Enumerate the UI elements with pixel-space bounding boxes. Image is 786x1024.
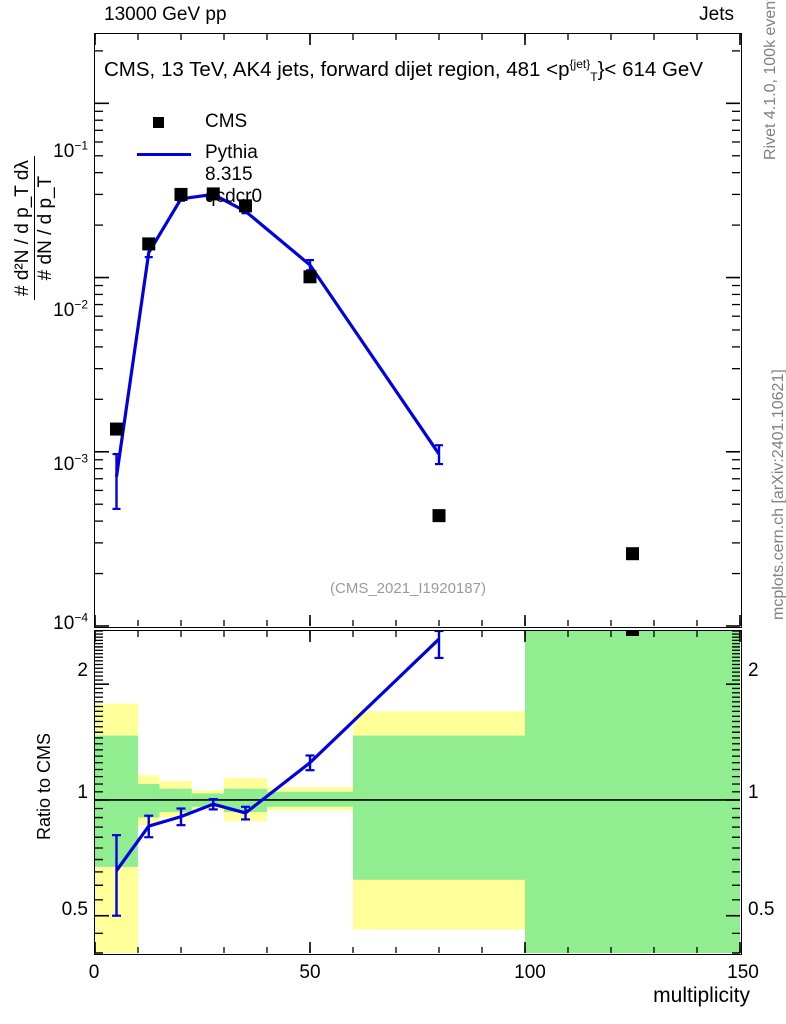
ratio-y-tick-label-2-left: 2 (77, 660, 88, 681)
analysis-group-label: Jets (699, 4, 734, 25)
y-tick-label-1e-1: 10−1 (53, 138, 88, 162)
y-tick-label-1e-4: 10−4 (53, 610, 88, 634)
mcplots-credit: mcplots.cern.ch [arXiv:2401.10621] (770, 369, 786, 620)
ratio-y-tick-label-1-left: 1 (77, 782, 88, 803)
legend-key-line (135, 143, 193, 165)
band-inner (525, 631, 740, 953)
x-tick-label-150: 150 (727, 962, 759, 983)
y-axis-title-numerator: # d²N / d p_T dλ (12, 160, 33, 296)
ratio-y-tick-label-2-right: 2 (748, 660, 759, 681)
plot-title-pre: CMS, 13 TeV, AK4 jets, forward dijet reg… (104, 58, 570, 81)
y-axis-title-denominator: # dN / d p_T (34, 156, 57, 300)
y-tick-label-1e-3: 10−3 (53, 451, 88, 475)
data-marker (303, 270, 317, 284)
line-swatch-icon (137, 153, 191, 156)
ratio-y-tick-label-05-left: 0.5 (61, 899, 88, 920)
data-marker (206, 187, 220, 201)
y-tick-label-1e-2: 10−2 (53, 297, 88, 321)
ratio-plot-canvas (95, 631, 741, 954)
ratio-y-tick-label-05-right: 0.5 (748, 899, 775, 920)
analysis-id-watermark: (CMS_2021_I1920187) (330, 580, 486, 597)
plot-title-post: }< 614 GeV (597, 58, 703, 81)
x-tick-label-0: 0 (88, 962, 100, 983)
x-tick-label-100: 100 (514, 962, 546, 983)
data-marker (239, 199, 252, 213)
ratio-axis-ticks (95, 631, 741, 954)
ratio-curve-group (112, 631, 444, 917)
plot-title-sup: {jet} (569, 57, 591, 72)
data-marker (174, 187, 188, 201)
ratio-clipped-marker-group (626, 631, 639, 636)
data-marker (432, 509, 446, 523)
ratio-clipped-data-marker (626, 631, 639, 636)
y-axis-title-fraction: # d²N / d p_T dλ # dN / d p_T (12, 156, 57, 300)
y-axis-title-ratio: Ratio to CMS (34, 732, 54, 840)
plot-title: CMS, 13 TeV, AK4 jets, forward dijet reg… (104, 57, 703, 85)
mc-line-group (112, 191, 443, 511)
main-axis-ticks (95, 34, 741, 627)
ratio-y-tick-label-1-right: 1 (748, 782, 759, 803)
legend-label-pythia: Pythia 8.315 qcdcr0 (205, 142, 263, 207)
y-axis-title-main: # d²N / d p_T dλ # dN / d p_T (12, 156, 57, 300)
plot-title-sub: T (590, 70, 598, 85)
legend-label-cms: CMS (205, 111, 248, 132)
beam-energy-label: 13000 GeV pp (104, 4, 227, 25)
data-marker (110, 422, 123, 436)
main-plot-panel (94, 33, 742, 628)
band-inner (138, 784, 160, 818)
data-marker (142, 237, 156, 251)
x-axis-title: multiplicity (653, 984, 750, 1007)
main-plot-canvas (95, 34, 741, 627)
uncertainty-bands (95, 631, 740, 953)
legend-key-marker (135, 112, 193, 134)
band-inner (353, 735, 525, 880)
ratio-plot-area (95, 631, 741, 954)
data-markers-group (110, 187, 639, 561)
ratio-plot-panel (94, 630, 742, 955)
main-plot-area (95, 34, 741, 627)
square-marker-icon (153, 117, 164, 128)
data-marker (626, 547, 639, 561)
mc-curve (114, 192, 441, 477)
rivet-credit: Rivet 4.1.0, 100k events (762, 0, 779, 160)
x-tick-label-50: 50 (299, 962, 321, 983)
